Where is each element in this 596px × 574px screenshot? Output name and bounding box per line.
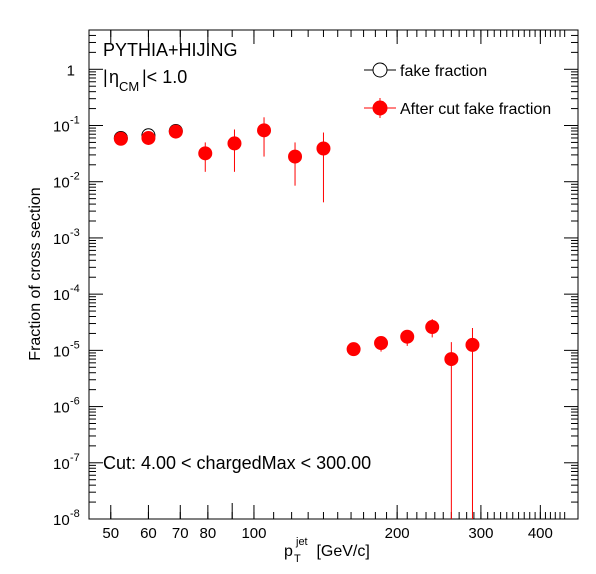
x-tick-label: 50 bbox=[102, 525, 119, 542]
x-axis-label: p T jet [GeV/c] bbox=[284, 536, 370, 565]
y-tick-label-exp: -3 bbox=[70, 227, 80, 239]
marker-filled bbox=[425, 320, 440, 335]
legend-marker-open bbox=[372, 62, 388, 78]
x-tick-label: 60 bbox=[140, 525, 157, 542]
data-point bbox=[444, 342, 459, 519]
data-point bbox=[465, 327, 480, 519]
data-point bbox=[227, 129, 242, 172]
data-point bbox=[400, 329, 415, 346]
legend-entry-fake-fraction: fake fraction bbox=[364, 62, 487, 80]
y-tick-label-base: 10 bbox=[53, 400, 70, 417]
y-tick-label-exp: -7 bbox=[70, 452, 80, 464]
x-tick-label: 70 bbox=[172, 525, 189, 542]
y-tick-label-base: 10 bbox=[53, 456, 70, 473]
y-tick-label: 10 -1 bbox=[53, 115, 80, 136]
generator-label: PYTHIA+HIJING bbox=[103, 40, 238, 60]
marker-filled bbox=[400, 329, 415, 344]
marker-filled bbox=[198, 146, 213, 161]
y-tick-label-base: 10 bbox=[53, 343, 70, 360]
data-point bbox=[113, 131, 128, 146]
y-tick-label-exp: -6 bbox=[70, 396, 80, 408]
y-tick-label: 10 -3 bbox=[53, 227, 80, 248]
data-point bbox=[316, 132, 331, 203]
y-tick-label-exp: -4 bbox=[70, 283, 80, 295]
marker-filled bbox=[257, 123, 272, 138]
marker-filled bbox=[113, 131, 128, 146]
data-point bbox=[257, 117, 272, 157]
y-axis-label: Fraction of cross section bbox=[27, 187, 44, 360]
y-tick-label-base: 10 bbox=[53, 512, 70, 529]
marker-filled bbox=[316, 141, 331, 156]
y-tick-label-exp: -8 bbox=[70, 508, 80, 520]
data-point bbox=[141, 130, 156, 145]
eta-cut-post: |< 1.0 bbox=[142, 67, 187, 87]
marker-filled bbox=[227, 136, 242, 151]
data-point bbox=[346, 342, 361, 357]
data-point bbox=[425, 319, 440, 338]
data-point bbox=[198, 142, 213, 172]
y-tick-label: 10 -5 bbox=[53, 339, 80, 360]
plot-frame bbox=[88, 29, 579, 520]
axis-ticks: 50 60 70 80 100 200 300 40010-810-710-610-510-4… bbox=[53, 29, 578, 542]
eta-cut-sub: CM bbox=[119, 79, 139, 94]
legend: fake fraction After cut fake fraction bbox=[364, 62, 551, 118]
x-tick-label: 80 bbox=[200, 525, 217, 542]
x-tick-label: 100 bbox=[241, 525, 266, 542]
y-tick-label-exp: -5 bbox=[70, 339, 80, 351]
x-axis-label-main: p bbox=[284, 543, 293, 560]
legend-label: After cut fake fraction bbox=[400, 101, 551, 118]
y-tick-label-base: 10 bbox=[53, 231, 70, 248]
marker-filled bbox=[141, 130, 156, 145]
y-tick-label: 10 -7 bbox=[53, 452, 80, 473]
eta-cut-label: | η CM |< 1.0 bbox=[103, 67, 187, 94]
x-tick-label: 400 bbox=[528, 525, 553, 542]
y-tick-label: 10 -8 bbox=[53, 508, 80, 529]
legend-marker-filled bbox=[372, 100, 388, 116]
x-tick-label: 200 bbox=[385, 525, 410, 542]
y-tick-label-base: 10 bbox=[53, 287, 70, 304]
y-tick-label: 1 bbox=[67, 62, 75, 79]
series-after-cut-fake-fraction bbox=[113, 117, 480, 519]
marker-filled bbox=[346, 342, 361, 357]
data-points bbox=[113, 117, 480, 519]
y-tick-label-exp: -1 bbox=[70, 115, 80, 127]
marker-filled bbox=[288, 149, 303, 164]
data-point bbox=[374, 336, 389, 352]
cut-label: Cut: 4.00 < chargedMax < 300.00 bbox=[103, 453, 371, 473]
eta-cut-pre: | bbox=[103, 67, 108, 87]
y-tick-label: 10 -4 bbox=[53, 283, 80, 304]
x-axis-label-sup: jet bbox=[295, 536, 308, 548]
marker-filled bbox=[168, 124, 183, 139]
data-point bbox=[288, 142, 303, 186]
x-axis-label-unit: [GeV/c] bbox=[312, 543, 370, 560]
y-tick-label-exp: -2 bbox=[70, 171, 80, 183]
y-tick-label: 10 -6 bbox=[53, 396, 80, 417]
marker-filled bbox=[444, 352, 459, 367]
eta-cut-eta: η bbox=[109, 67, 119, 87]
y-tick-label-base: 10 bbox=[53, 119, 70, 136]
data-point bbox=[168, 124, 183, 139]
y-tick-label-base: 10 bbox=[53, 175, 70, 192]
marker-filled bbox=[374, 336, 389, 351]
x-tick-label: 300 bbox=[468, 525, 493, 542]
legend-entry-after-cut-fake-fraction: After cut fake fraction bbox=[364, 98, 551, 118]
legend-label: fake fraction bbox=[400, 63, 487, 80]
marker-filled bbox=[465, 337, 480, 352]
x-axis-label-sub: T bbox=[294, 553, 301, 565]
y-tick-label: 10 -2 bbox=[53, 171, 80, 192]
